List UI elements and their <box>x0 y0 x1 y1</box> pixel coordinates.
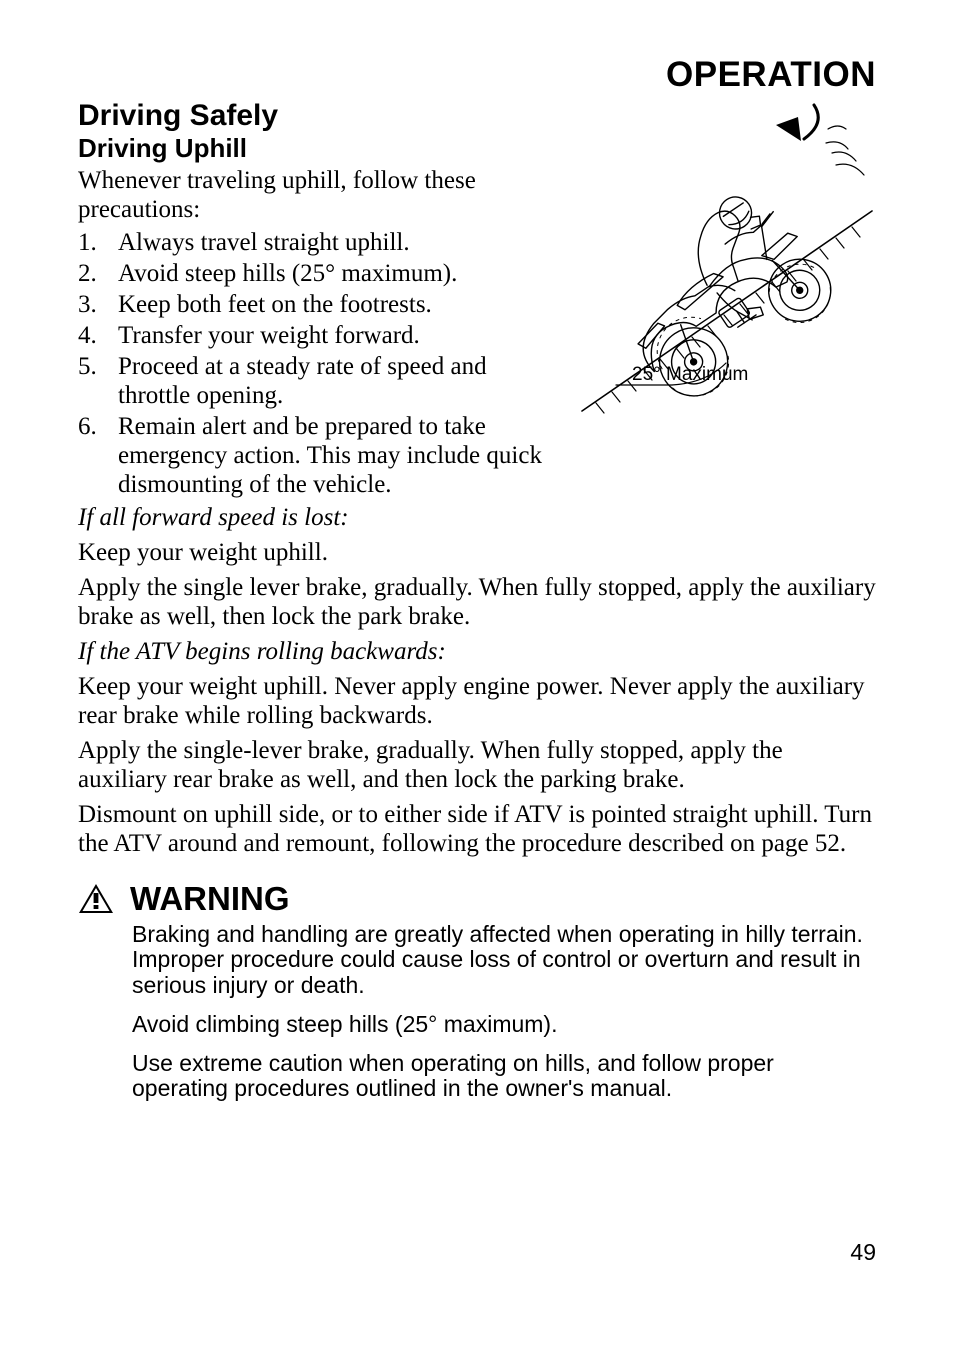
content-row: Driving Safely Driving Uphill Whenever t… <box>78 99 876 501</box>
list-number: 2. <box>78 259 118 288</box>
warning-paragraph: Avoid climbing steep hills (25° maximum)… <box>132 1012 876 1037</box>
warning-heading-row: WARNING <box>78 880 876 918</box>
list-text: Transfer your weight forward. <box>118 321 562 350</box>
list-item: 2. Avoid steep hills (25° maximum). <box>78 259 562 288</box>
list-number: 3. <box>78 290 118 319</box>
list-number: 6. <box>78 412 118 499</box>
paragraph: Keep your weight uphill. <box>78 538 876 567</box>
warning-paragraph: Braking and handling are greatly affecte… <box>132 922 876 998</box>
list-item: 6. Remain alert and be prepared to take … <box>78 412 562 499</box>
page-number: 49 <box>850 1239 876 1266</box>
list-number: 5. <box>78 352 118 410</box>
list-item: 4. Transfer your weight forward. <box>78 321 562 350</box>
figure-column: 25° Maximum <box>576 99 876 429</box>
list-text: Remain alert and be prepared to take eme… <box>118 412 562 499</box>
warning-paragraph: Use extreme caution when operating on hi… <box>132 1051 876 1102</box>
list-text: Always travel straight uphill. <box>118 228 562 257</box>
italic-rolling-backwards: If the ATV begins rolling backwards: <box>78 637 876 666</box>
intro-paragraph: Whenever traveling uphill, follow these … <box>78 166 562 224</box>
paragraph: Apply the single-lever brake, gradually.… <box>78 736 876 794</box>
list-number: 4. <box>78 321 118 350</box>
section-title: OPERATION <box>78 55 876 95</box>
list-text: Avoid steep hills (25° maximum). <box>118 259 562 288</box>
paragraph: Keep your weight uphill. Never apply eng… <box>78 672 876 730</box>
list-text: Keep both feet on the footrests. <box>118 290 562 319</box>
text-column: Driving Safely Driving Uphill Whenever t… <box>78 99 562 501</box>
list-item: 3. Keep both feet on the footrests. <box>78 290 562 319</box>
precautions-list: 1. Always travel straight uphill. 2. Avo… <box>78 228 562 499</box>
warning-icon <box>78 883 114 915</box>
paragraph: Dismount on uphill side, or to either si… <box>78 800 876 858</box>
figure-label: 25° Maximum <box>632 364 748 385</box>
list-number: 1. <box>78 228 118 257</box>
list-text: Proceed at a steady rate of speed and th… <box>118 352 562 410</box>
italic-forward-speed: If all forward speed is lost: <box>78 503 876 532</box>
warning-heading: WARNING <box>130 880 290 918</box>
list-item: 5. Proceed at a steady rate of speed and… <box>78 352 562 410</box>
heading-driving-safely: Driving Safely <box>78 99 562 133</box>
page: OPERATION Driving Safely Driving Uphill … <box>0 0 954 1352</box>
heading-driving-uphill: Driving Uphill <box>78 133 562 164</box>
atv-uphill-figure: 25° Maximum <box>576 99 876 429</box>
list-item: 1. Always travel straight uphill. <box>78 228 562 257</box>
paragraph: Apply the single lever brake, gradually.… <box>78 573 876 631</box>
